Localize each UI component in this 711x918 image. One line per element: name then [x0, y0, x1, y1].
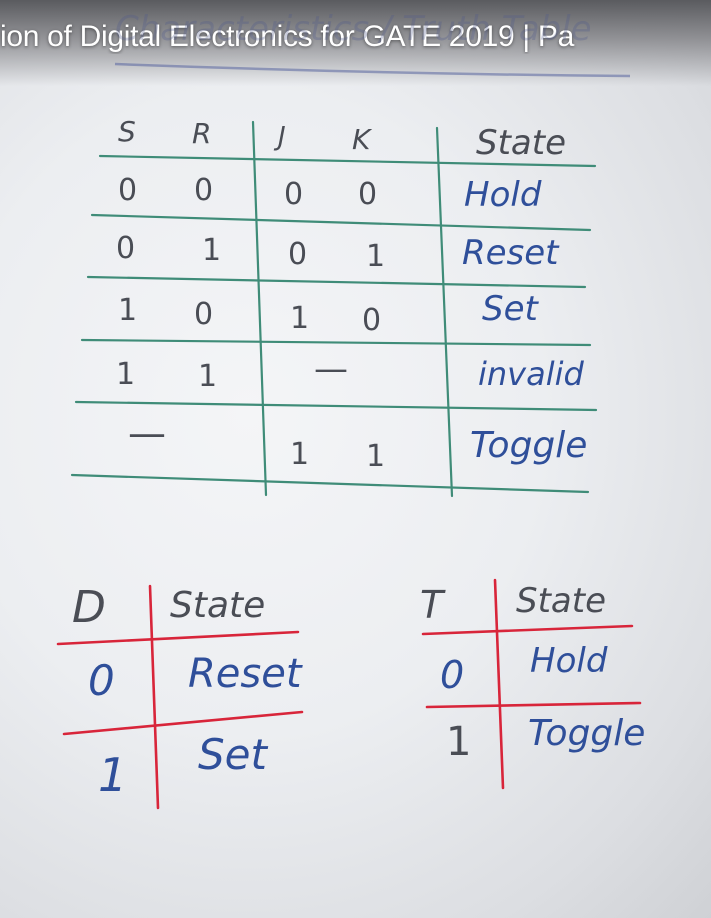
header-t: T [420, 583, 444, 627]
cell-input: 0 [88, 656, 115, 705]
header-d: D [72, 582, 106, 633]
cell-s: 1 [116, 357, 136, 392]
header-s: S [118, 115, 136, 148]
cell-state: invalid [478, 355, 584, 393]
cell-state: Reset [188, 651, 302, 697]
cell-s: 0 [118, 173, 138, 208]
cell-state: Hold [530, 641, 608, 681]
header-r: R [192, 117, 212, 150]
cell-j: 0 [288, 237, 308, 272]
cell-j: 0 [284, 177, 304, 212]
cell-r: 0 [194, 297, 214, 332]
cell-input: 1 [98, 748, 128, 802]
cell-r: 0 [194, 173, 214, 208]
cell-r: 1 [202, 233, 222, 268]
cell-jk-dash: — [314, 349, 348, 389]
cell-state: Toggle [470, 425, 588, 466]
cell-sr-dash: — [128, 411, 166, 455]
cell-r: 1 [198, 359, 218, 394]
cell-state: Set [482, 289, 538, 329]
header-j: J [278, 122, 286, 152]
cell-k: 0 [358, 177, 378, 212]
cell-k: 0 [362, 303, 382, 338]
header-state: State [516, 581, 606, 621]
cell-k: 1 [366, 239, 386, 274]
cell-j: 1 [290, 301, 310, 336]
cell-state: Toggle [528, 713, 646, 754]
cell-s: 0 [116, 231, 136, 266]
cell-k: 1 [366, 439, 386, 474]
cell-j: 1 [290, 437, 310, 472]
header-state: State [170, 585, 266, 626]
header-state: State [476, 123, 566, 163]
cell-input: 1 [446, 719, 472, 765]
cell-s: 1 [118, 293, 138, 328]
faded-heading: Characteristics / Truth Table [115, 9, 592, 49]
header-k: K [352, 123, 371, 156]
cell-state: Hold [464, 175, 542, 215]
cell-input: 0 [440, 653, 465, 697]
cell-state: Set [198, 730, 267, 779]
cell-state: Reset [462, 233, 559, 273]
video-title[interactable]: ion of Digital Electronics for GATE 2019… [0, 20, 575, 53]
